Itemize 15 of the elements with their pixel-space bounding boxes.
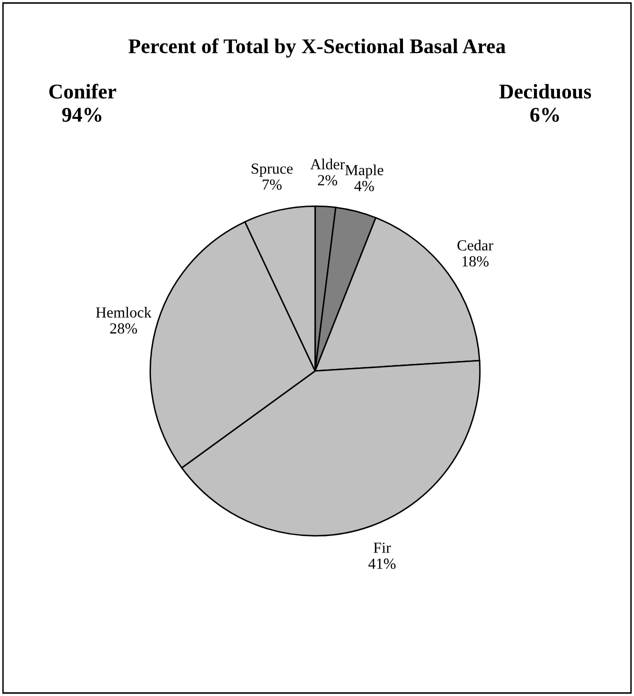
data-label: 18%	[462, 256, 489, 267]
chart-title: Percent of Total by X-Sectional Basal Area	[128, 38, 506, 58]
data-label: 41%	[368, 558, 396, 569]
text: Deciduous 6%	[499, 84, 592, 122]
data-label: 4%	[354, 180, 374, 192]
slice-label: Alder	[310, 158, 345, 170]
slice-label: Spruce	[252, 164, 293, 177]
data-label: 28%	[110, 323, 138, 334]
text: Conifer 94%	[49, 84, 116, 122]
slice-label: Hemlock	[96, 306, 152, 318]
data-label: 2%	[318, 175, 338, 186]
slice-label: Cedar	[457, 240, 494, 251]
slice-label: Fir	[374, 542, 391, 553]
data-label: 7%	[262, 179, 282, 190]
slice-label: Maple	[345, 164, 384, 178]
